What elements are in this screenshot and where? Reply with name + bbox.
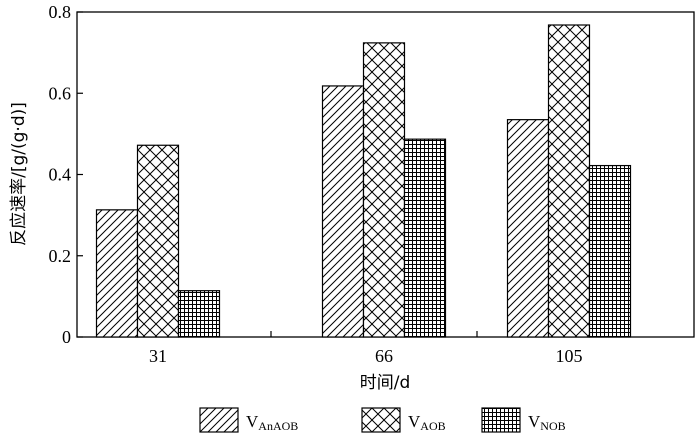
legend-swatch-nob: [481, 407, 521, 433]
x-tick-label: 105: [556, 346, 583, 366]
x-tick-label: 66: [375, 346, 393, 366]
y-tick-label: 0.6: [49, 83, 72, 103]
y-tick-label: 0.2: [49, 246, 72, 266]
legend-swatch-aob: [361, 407, 401, 433]
x-axis-title: 时间/d: [360, 373, 411, 393]
bar-anaob-31: [95, 209, 139, 338]
bar-anaob-66: [321, 85, 365, 338]
x-tick-label: 31: [149, 346, 167, 366]
y-tick-label: 0.4: [49, 165, 72, 185]
legend: VAnAOB VAOB VNOB: [199, 407, 566, 433]
y-tick-label: 0: [62, 327, 71, 347]
bar-aob-66: [362, 42, 406, 338]
bar-aob-31: [136, 144, 180, 338]
bar-nob-105: [588, 164, 632, 338]
bar-nob-31: [177, 290, 221, 338]
bar-anaob-105: [506, 119, 550, 338]
bar-aob-105: [547, 24, 591, 338]
legend-swatch-anaob: [199, 407, 239, 433]
y-tick-label: 0.8: [49, 2, 72, 22]
legend-label-nob: VNOB: [528, 412, 566, 433]
bar-nob-66: [403, 138, 447, 338]
legend-label-anaob: VAnAOB: [246, 412, 298, 433]
legend-label-aob: VAOB: [408, 412, 446, 433]
y-axis-title: 反应速率/[g/(g·d)]: [9, 102, 29, 246]
